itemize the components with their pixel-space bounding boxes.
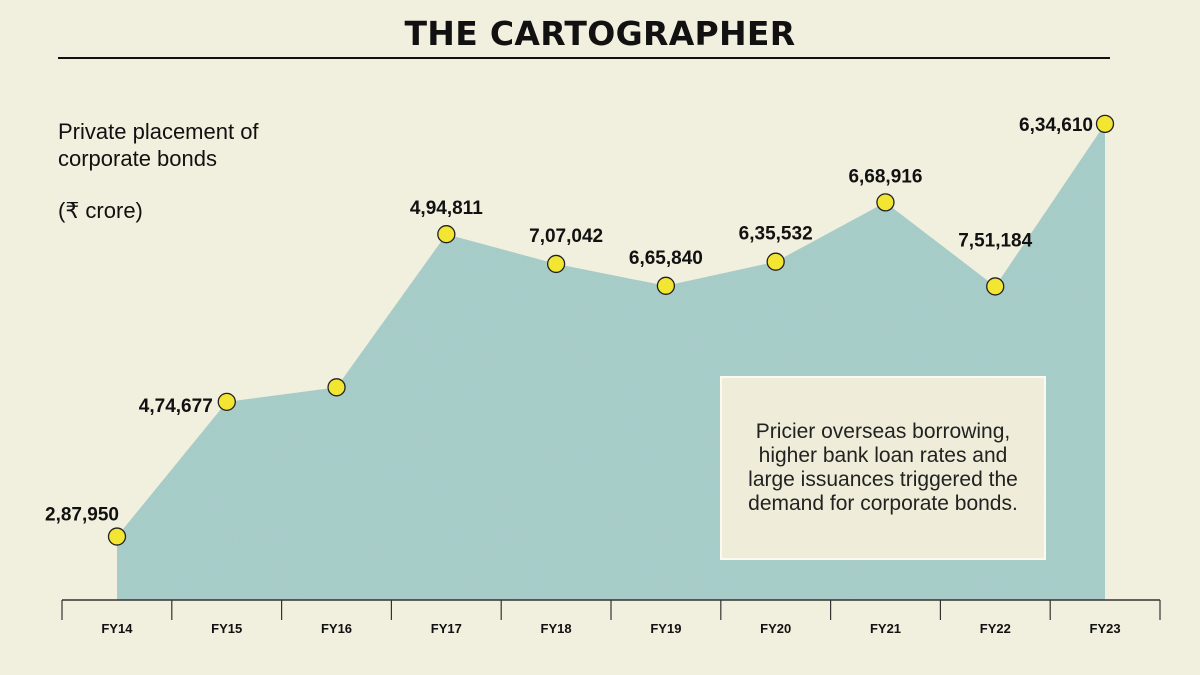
x-tick-label: FY17 xyxy=(431,621,462,636)
data-point-marker xyxy=(656,276,676,295)
masthead-rule xyxy=(58,57,1110,59)
data-value-label: 6,68,916 xyxy=(848,166,922,187)
data-point-marker xyxy=(217,392,236,411)
data-value-label: 4,94,811 xyxy=(410,198,483,219)
data-value-label: 6,34,610 xyxy=(1019,115,1093,136)
data-value-label: 4,74,677 xyxy=(139,396,213,417)
data-point-marker xyxy=(437,225,456,244)
data-value-label: 6,35,532 xyxy=(739,224,813,245)
data-value-label: 7,51,184 xyxy=(958,230,1032,251)
x-tick-label: FY16 xyxy=(321,621,352,636)
annotation-text: Pricier overseas borrowing, higher bank … xyxy=(748,420,1018,515)
data-point-marker xyxy=(546,254,566,274)
data-point-marker xyxy=(766,252,785,271)
data-point-marker xyxy=(986,277,1005,296)
data-point-marker xyxy=(876,193,895,212)
x-tick-label: FY19 xyxy=(650,621,681,636)
chart-unit: (₹ crore) xyxy=(58,198,143,223)
masthead-title: THE CARTOGRAPHER xyxy=(404,14,796,53)
x-tick-label: FY23 xyxy=(1090,621,1121,636)
data-point-marker xyxy=(1095,114,1115,134)
chart-subtitle: Private placement of corporate bonds xyxy=(58,119,259,171)
x-tick-label: FY21 xyxy=(870,621,901,636)
x-tick-label: FY14 xyxy=(101,621,133,636)
x-tick-label: FY15 xyxy=(211,621,242,636)
data-value-label: 6,65,840 xyxy=(629,248,703,269)
x-tick-label: FY20 xyxy=(760,621,791,636)
data-point-marker xyxy=(107,527,127,546)
annotation-box: Pricier overseas borrowing, higher bank … xyxy=(720,376,1046,560)
data-value-label: 2,87,950 xyxy=(45,505,119,526)
data-point-marker xyxy=(327,378,346,397)
data-value-label: 7,07,042 xyxy=(529,226,603,247)
x-tick-label: FY18 xyxy=(541,621,572,636)
x-tick-label: FY22 xyxy=(980,621,1011,636)
